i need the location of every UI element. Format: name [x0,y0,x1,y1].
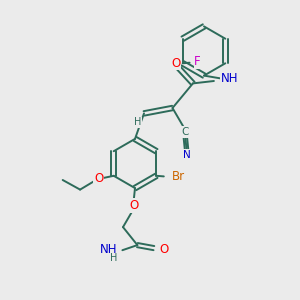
Text: O: O [130,199,139,212]
Text: Br: Br [172,170,185,183]
Text: F: F [194,55,201,68]
Text: H: H [110,253,118,263]
Text: O: O [159,243,169,256]
Text: NH: NH [220,72,238,85]
Text: O: O [172,57,181,70]
Text: C: C [182,127,189,137]
Text: H: H [134,117,141,128]
Text: O: O [94,172,103,185]
Text: N: N [183,149,191,160]
Text: NH: NH [100,243,117,256]
